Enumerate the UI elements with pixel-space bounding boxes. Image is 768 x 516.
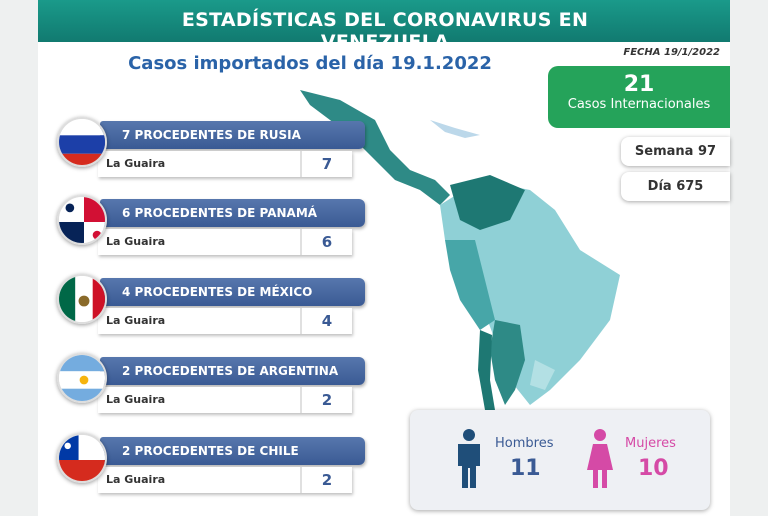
week: Semana 97 (621, 137, 730, 166)
flag (57, 353, 107, 403)
origin-place: La Guaira (106, 235, 166, 248)
origin-count: 7 (300, 151, 352, 177)
origin-count: 6 (300, 229, 352, 255)
origin-title: 7 PROCEDENTES DE RUSIA (100, 121, 365, 149)
flag (57, 433, 107, 483)
women-label: Mujeres (625, 436, 676, 451)
gender-box: Hombres 11 Mujeres 10 (410, 410, 710, 510)
man-icon (458, 429, 480, 488)
origin-count: 2 (300, 387, 352, 413)
total-box: 21 Casos Internacionales (548, 66, 730, 128)
origin-count: 4 (300, 308, 352, 334)
origin-row: La Guaira 6 (98, 229, 352, 255)
origin-row: La Guaira 4 (98, 308, 352, 334)
flag (57, 195, 107, 245)
origin-row: La Guaira 2 (98, 387, 352, 413)
origin-place: La Guaira (106, 473, 166, 486)
men: 11 (510, 456, 541, 481)
origin-row: La Guaira 2 (98, 467, 352, 493)
total: 21 (623, 72, 655, 97)
origin-title: 2 PROCEDENTES DE CHILE (100, 437, 365, 465)
flag (57, 117, 107, 167)
origin-count: 2 (300, 467, 352, 493)
title: ESTADÍSTICAS DEL CORONAVIRUS EN VENEZUEL… (181, 9, 589, 53)
origin-title: 2 PROCEDENTES DE ARGENTINA (100, 357, 365, 385)
banner (38, 0, 730, 42)
women: 10 (638, 456, 669, 481)
origin-title: 6 PROCEDENTES DE PANAMÁ (100, 199, 365, 227)
subtitle: Casos importados del día 19.1.2022 (128, 53, 492, 74)
flag (57, 274, 107, 324)
origin-place: La Guaira (106, 314, 166, 327)
woman-icon (587, 429, 613, 488)
origin-place: La Guaira (106, 393, 166, 406)
origin-place: La Guaira (106, 157, 166, 170)
origin-title: 4 PROCEDENTES DE MÉXICO (100, 278, 365, 306)
origin-row: La Guaira 7 (98, 151, 352, 177)
day: Día 675 (621, 172, 730, 201)
date: FECHA 19/1/2022 (623, 47, 720, 58)
men-label: Hombres (495, 436, 554, 451)
total-label: Casos Internacionales (567, 97, 711, 112)
map (300, 90, 620, 410)
